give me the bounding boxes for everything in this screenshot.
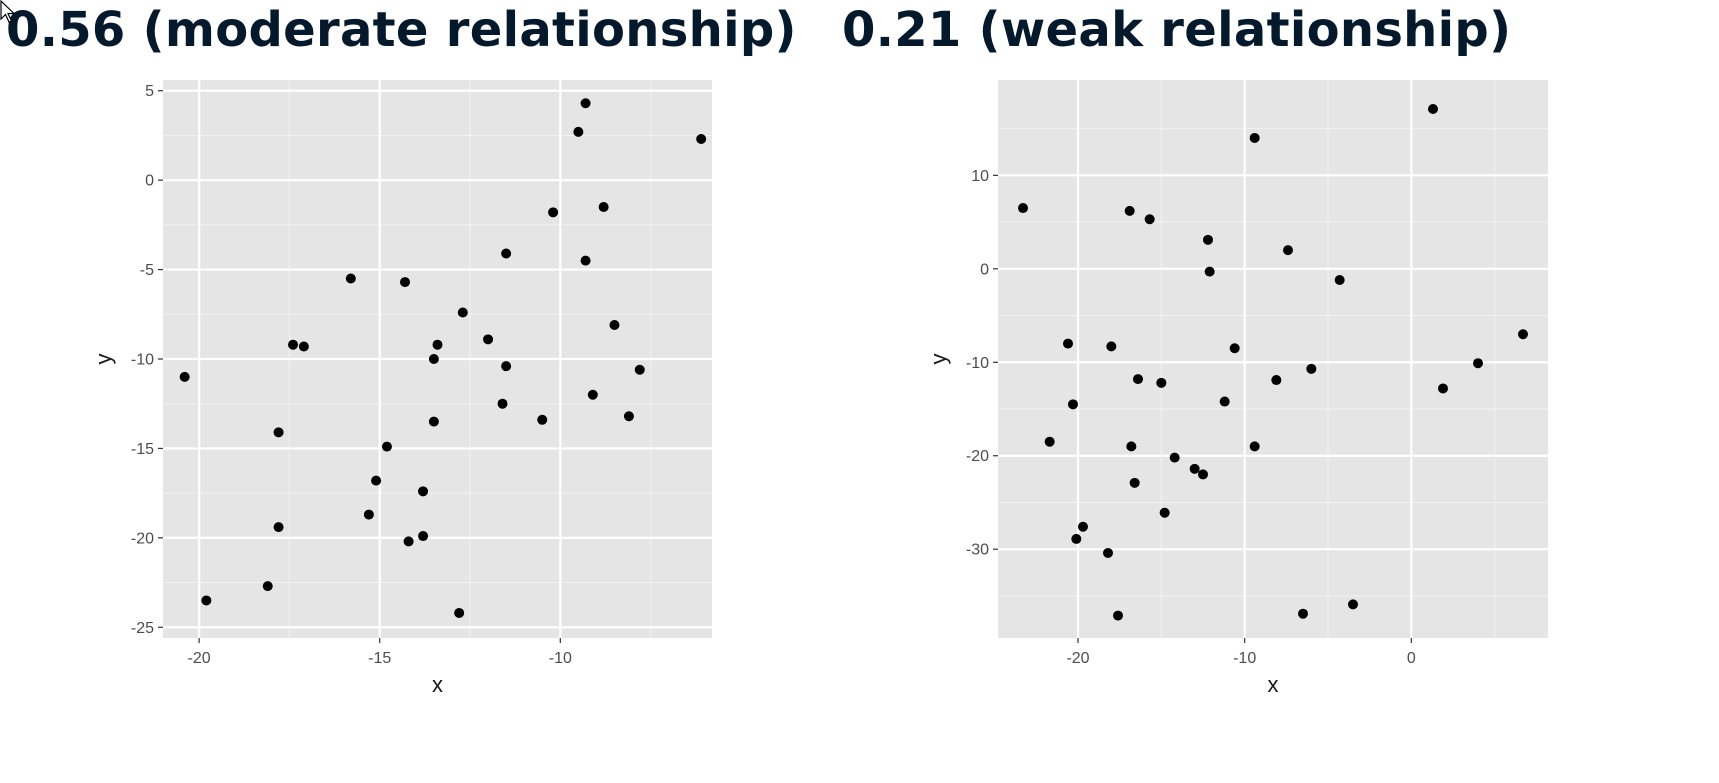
chart-1-x-axis-label: x [432, 672, 443, 697]
chart-1-point [371, 475, 382, 486]
chart-2-point [1126, 441, 1137, 452]
chart-2-point [1071, 533, 1082, 544]
chart-2-point [1428, 103, 1438, 114]
chart-2-point [1078, 521, 1088, 532]
chart-2-point [1044, 436, 1055, 447]
chart-2-point [1438, 383, 1448, 394]
chart-1-point [634, 364, 645, 375]
chart-2-point [1156, 377, 1167, 388]
chart-1-y-tick-label: -25 [131, 620, 154, 637]
mouse-cursor-icon [0, 0, 16, 23]
chart-1-point [548, 207, 559, 218]
chart-1-point [345, 273, 356, 284]
chart-2-point [1249, 132, 1260, 143]
chart-2-point [1229, 343, 1240, 354]
chart-2-y-tick-label: 0 [980, 261, 989, 278]
chart-1-point [573, 126, 584, 137]
chart-1-y-tick-label: 0 [145, 173, 154, 190]
chart-1-point [179, 371, 190, 382]
chart-1-y-tick-label: -15 [131, 441, 154, 458]
chart-1-point [580, 255, 591, 266]
chart-1-point [201, 595, 212, 606]
chart-1-y-tick-label: 5 [145, 83, 154, 100]
chart-1-point [497, 398, 508, 409]
chart-2-point [1298, 608, 1308, 619]
chart-2-point [1306, 363, 1317, 374]
chart-1-y-tick-label: -20 [131, 530, 154, 547]
chart-2-y-tick-label: -30 [966, 542, 989, 559]
chart-2-point [1159, 507, 1170, 518]
chart-1-point [298, 341, 309, 352]
chart-2-point [1129, 477, 1140, 488]
chart-1-point [428, 416, 439, 427]
chart-2-point [1018, 203, 1028, 214]
chart-2-point [1103, 547, 1113, 558]
chart-1-point [587, 389, 598, 400]
chart-2-point [1334, 275, 1345, 286]
chart-2-point [1203, 234, 1213, 245]
chart-1-point [418, 486, 429, 497]
chart-2-y-axis-label: y [926, 354, 951, 365]
chart-2-y-tick-label: -10 [966, 355, 989, 372]
chart-1-point [537, 414, 548, 425]
chart-2-point [1124, 205, 1135, 216]
chart-2-plot-panel [998, 80, 1548, 638]
chart-1-y-tick-label: -10 [131, 352, 154, 369]
chart-2-point [1068, 399, 1078, 410]
chart-1-point [623, 411, 634, 422]
chart-1-point [428, 354, 439, 364]
chart-1-point [580, 98, 591, 109]
chart-1-point [696, 134, 707, 145]
chart-1-point [457, 307, 468, 318]
chart-1-point [262, 581, 273, 592]
chart-1-point [403, 536, 414, 547]
chart-2-x-tick-label: 0 [1407, 650, 1416, 667]
chart-2-point [1518, 329, 1528, 340]
chart-1-point [609, 320, 620, 331]
chart-2-x-axis-label: x [1268, 672, 1279, 697]
chart-1-point [598, 201, 609, 212]
chart-2-point [1106, 341, 1117, 352]
chart-1-point [418, 531, 429, 542]
chart-1-x-tick-label: -15 [368, 650, 391, 667]
chart-2-point [1204, 266, 1215, 277]
chart-1-point [399, 277, 410, 288]
chart-2-point [1133, 374, 1143, 385]
chart-1-point [501, 248, 512, 259]
chart-1-scatter: -20 -15 -10 5 0 -5 -10 -15 -20 -25 x y [91, 80, 712, 697]
chart-2-title: 0.21 (weak relationship) [842, 2, 1512, 58]
chart-1-y-axis-label: y [91, 354, 116, 365]
chart-1-point [483, 334, 494, 345]
chart-1-point [501, 361, 512, 372]
chart-2-point [1189, 463, 1200, 474]
chart-2-x-tick-label: -10 [1233, 650, 1256, 667]
chart-2-point [1283, 245, 1293, 256]
chart-1-point [273, 522, 284, 533]
chart-1-point [432, 339, 443, 350]
chart-2-point [1219, 396, 1230, 407]
chart-2-point [1169, 452, 1180, 463]
chart-1-y-tick-label: -5 [140, 262, 154, 279]
chart-1-x-tick-label: -10 [549, 650, 572, 667]
chart-2-point [1113, 610, 1123, 621]
chart-1-point [288, 339, 299, 350]
chart-2-point [1144, 214, 1155, 225]
chart-2-point [1198, 469, 1208, 480]
chart-2-x-tick-label: -20 [1066, 650, 1089, 667]
chart-2-point [1348, 599, 1358, 610]
chart-2-y-tick-label: -20 [966, 448, 989, 465]
chart-2-point [1271, 375, 1282, 386]
chart-1-point [381, 441, 392, 452]
chart-2-y-tick-label: 10 [971, 168, 989, 185]
chart-1-point [454, 607, 465, 618]
chart-1-point [273, 427, 284, 438]
chart-2-point [1473, 358, 1483, 369]
chart-1-title: 0.56 (moderate relationship) [6, 2, 797, 58]
chart-2-point [1249, 441, 1260, 452]
chart-2-point [1063, 338, 1073, 349]
chart-1-x-tick-label: -20 [188, 650, 211, 667]
chart-1-point [363, 509, 374, 520]
